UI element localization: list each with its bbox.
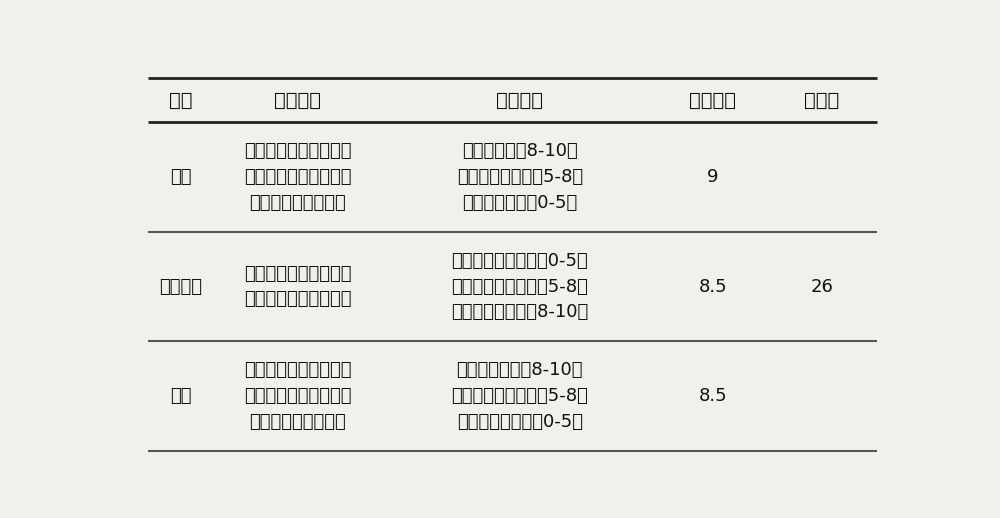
Text: 品亮度及与鲜样差别: 品亮度及与鲜样差别 bbox=[249, 194, 346, 212]
Text: 及是否有不适宜味道: 及是否有不适宜味道 bbox=[249, 413, 346, 431]
Text: 8.5: 8.5 bbox=[699, 387, 727, 405]
Text: 暗黑紫色无光泽（5-8）: 暗黑紫色无光泽（5-8） bbox=[457, 168, 583, 186]
Text: 样品得分: 样品得分 bbox=[689, 91, 736, 109]
Text: 通过肉眼观察粉颗粒是: 通过肉眼观察粉颗粒是 bbox=[244, 265, 351, 282]
Text: 评价粉的香味浓郁程度: 评价粉的香味浓郁程度 bbox=[244, 387, 351, 405]
Text: 呈亮黑紫色（8-10）: 呈亮黑紫色（8-10） bbox=[462, 142, 578, 160]
Text: 颗粒较均匀无结块（5-8）: 颗粒较均匀无结块（5-8） bbox=[451, 278, 588, 295]
Text: 组织状态: 组织状态 bbox=[160, 278, 203, 295]
Text: 8.5: 8.5 bbox=[699, 278, 727, 295]
Text: 9: 9 bbox=[707, 168, 719, 186]
Text: 评价方法: 评价方法 bbox=[274, 91, 321, 109]
Text: 观察样品颜色，评价产: 观察样品颜色，评价产 bbox=[244, 168, 351, 186]
Text: 26: 26 bbox=[811, 278, 834, 295]
Text: 焦糊呈黄褐色（0-5）: 焦糊呈黄褐色（0-5） bbox=[462, 194, 577, 212]
Text: 颗粒均匀无结块（8-10）: 颗粒均匀无结块（8-10） bbox=[451, 304, 588, 322]
Text: 指标: 指标 bbox=[169, 91, 193, 109]
Text: 否均匀，有无结块现象: 否均匀，有无结块现象 bbox=[244, 291, 351, 309]
Text: 有焦糖及焦糊味（0-5）: 有焦糖及焦糊味（0-5） bbox=[457, 413, 583, 431]
Text: 香气纯正，无异味（5-8）: 香气纯正，无异味（5-8） bbox=[451, 387, 588, 405]
Text: 评分标准: 评分标准 bbox=[496, 91, 543, 109]
Text: 色泽: 色泽 bbox=[170, 168, 192, 186]
Text: 香气浓郁怡人（8-10）: 香气浓郁怡人（8-10） bbox=[457, 361, 583, 379]
Text: 颗粒不均匀且结块（0-5）: 颗粒不均匀且结块（0-5） bbox=[451, 252, 588, 269]
Text: 香味: 香味 bbox=[170, 387, 192, 405]
Text: 将样品放在鼻子前嗅，: 将样品放在鼻子前嗅， bbox=[244, 361, 351, 379]
Text: 样品放在白色纸板上，: 样品放在白色纸板上， bbox=[244, 142, 351, 160]
Text: 总得分: 总得分 bbox=[804, 91, 840, 109]
